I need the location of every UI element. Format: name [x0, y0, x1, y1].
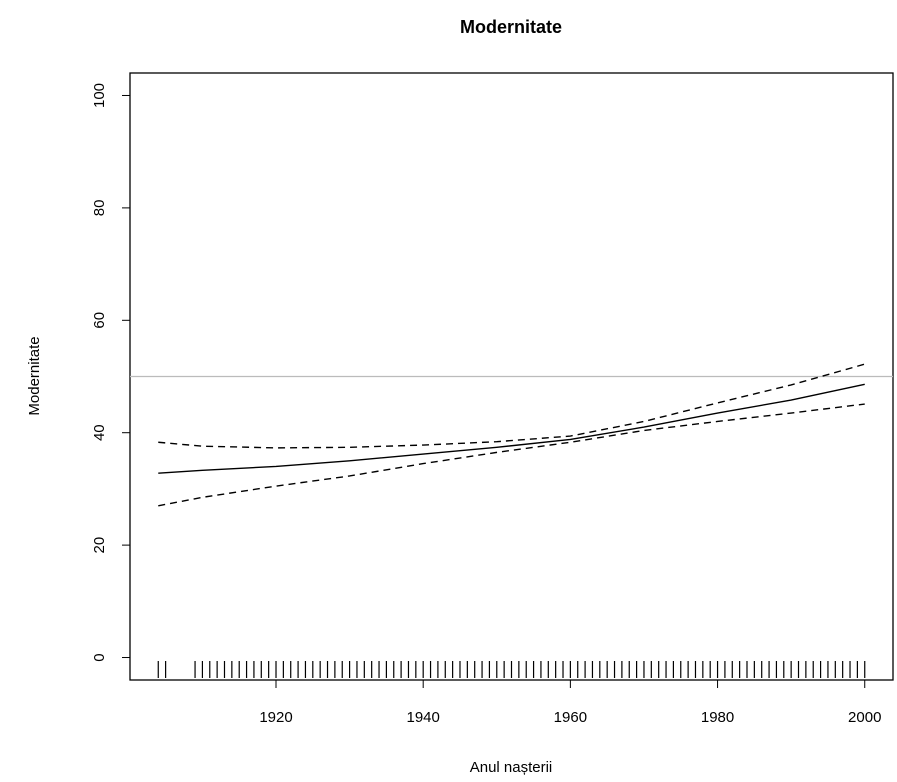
y-tick-label: 100 — [91, 83, 108, 108]
y-tick-label: 0 — [91, 653, 108, 661]
x-tick-label: 1960 — [554, 709, 587, 726]
x-axis-label: Anul nașterii — [470, 759, 553, 776]
x-tick-label: 2000 — [848, 709, 881, 726]
y-tick-label: 80 — [91, 200, 108, 217]
y-axis-label: Modernitate — [26, 336, 43, 415]
x-tick-label: 1920 — [259, 709, 292, 726]
series-line — [158, 383, 865, 474]
y-tick-label: 60 — [91, 312, 108, 329]
x-tick-label: 1940 — [407, 709, 440, 726]
chart-title: Modernitate — [460, 17, 562, 37]
series-line — [158, 363, 865, 449]
y-tick-label: 20 — [91, 537, 108, 554]
series-line — [158, 403, 865, 507]
x-tick-label: 1980 — [701, 709, 734, 726]
y-tick-label: 40 — [91, 424, 108, 441]
